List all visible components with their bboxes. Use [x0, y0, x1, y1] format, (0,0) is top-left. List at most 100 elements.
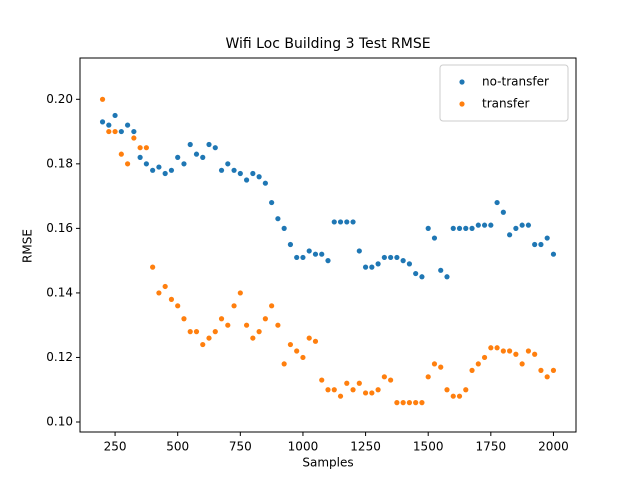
- point: [419, 274, 425, 280]
- point: [319, 251, 325, 257]
- point: [156, 290, 162, 296]
- point: [225, 161, 231, 167]
- x-tick-label: 1250: [350, 440, 381, 454]
- point: [469, 225, 475, 231]
- point: [381, 374, 387, 380]
- point: [438, 364, 444, 370]
- point: [394, 400, 400, 406]
- point: [538, 241, 544, 248]
- point: [413, 400, 419, 406]
- point: [544, 235, 550, 241]
- point: [388, 377, 394, 383]
- point: [331, 387, 337, 393]
- point: [225, 322, 231, 328]
- point: [131, 128, 137, 135]
- point: [356, 248, 362, 254]
- point: [181, 316, 187, 322]
- chart-title: Wifi Loc Building 3 Test RMSE: [225, 36, 430, 52]
- point: [444, 387, 450, 393]
- point: [118, 128, 124, 135]
- point: [162, 283, 168, 290]
- point: [187, 141, 193, 148]
- point: [112, 112, 118, 119]
- point: [124, 122, 131, 128]
- point: [269, 199, 275, 206]
- point: [456, 225, 463, 231]
- point: [488, 222, 494, 228]
- point: [250, 335, 256, 341]
- point: [281, 225, 287, 231]
- point: [469, 367, 475, 373]
- point: [431, 361, 438, 367]
- point: [344, 380, 350, 386]
- point: [312, 338, 319, 344]
- point: [456, 393, 463, 399]
- point: [231, 303, 237, 309]
- point: [494, 199, 500, 206]
- point: [369, 264, 375, 270]
- point: [325, 258, 331, 264]
- point: [206, 335, 212, 341]
- y-tick-label: 0.18: [46, 156, 73, 170]
- point: [507, 232, 513, 238]
- point: [400, 400, 406, 406]
- point: [212, 329, 218, 335]
- point: [218, 316, 225, 322]
- point: [287, 241, 294, 248]
- point: [168, 296, 175, 302]
- x-tick-label: 1000: [288, 440, 319, 454]
- point: [243, 177, 250, 183]
- point: [275, 216, 281, 222]
- point: [137, 154, 143, 160]
- point: [243, 322, 250, 328]
- point: [475, 222, 481, 228]
- point: [350, 219, 356, 225]
- point: [112, 128, 118, 135]
- point: [532, 351, 538, 357]
- point: [450, 225, 456, 231]
- point: [262, 180, 268, 186]
- point: [344, 219, 350, 225]
- x-tick-label: 500: [166, 440, 189, 454]
- point: [306, 248, 312, 254]
- point: [256, 329, 262, 335]
- point: [519, 222, 525, 228]
- point: [200, 154, 206, 160]
- point: [362, 264, 369, 270]
- point: [312, 251, 319, 257]
- point: [513, 225, 519, 231]
- point: [212, 145, 218, 151]
- point: [262, 316, 268, 322]
- x-tick-label: 2000: [538, 440, 569, 454]
- point: [525, 348, 532, 354]
- x-tick-label: 1500: [413, 440, 444, 454]
- point: [269, 303, 275, 309]
- x-tick-label: 1750: [476, 440, 507, 454]
- point: [507, 348, 513, 354]
- point: [99, 96, 106, 102]
- point: [281, 361, 287, 367]
- y-tick-label: 0.20: [46, 92, 73, 106]
- x-axis-label: Samples: [302, 456, 353, 470]
- legend-label: transfer: [482, 97, 529, 111]
- point: [431, 235, 438, 241]
- point: [425, 374, 431, 380]
- point: [118, 151, 124, 157]
- point: [106, 122, 112, 128]
- point: [400, 258, 406, 264]
- point: [538, 367, 544, 373]
- point: [250, 170, 256, 177]
- x-tick-label: 250: [104, 440, 127, 454]
- point: [525, 222, 532, 228]
- point: [150, 167, 156, 173]
- point: [300, 254, 306, 261]
- point: [106, 128, 112, 135]
- point: [488, 345, 494, 351]
- y-tick-label: 0.10: [46, 414, 73, 428]
- point: [550, 367, 557, 373]
- legend-marker: [459, 79, 465, 85]
- point: [413, 270, 419, 277]
- legend-box: [439, 64, 569, 122]
- point: [481, 222, 488, 228]
- point: [124, 161, 131, 167]
